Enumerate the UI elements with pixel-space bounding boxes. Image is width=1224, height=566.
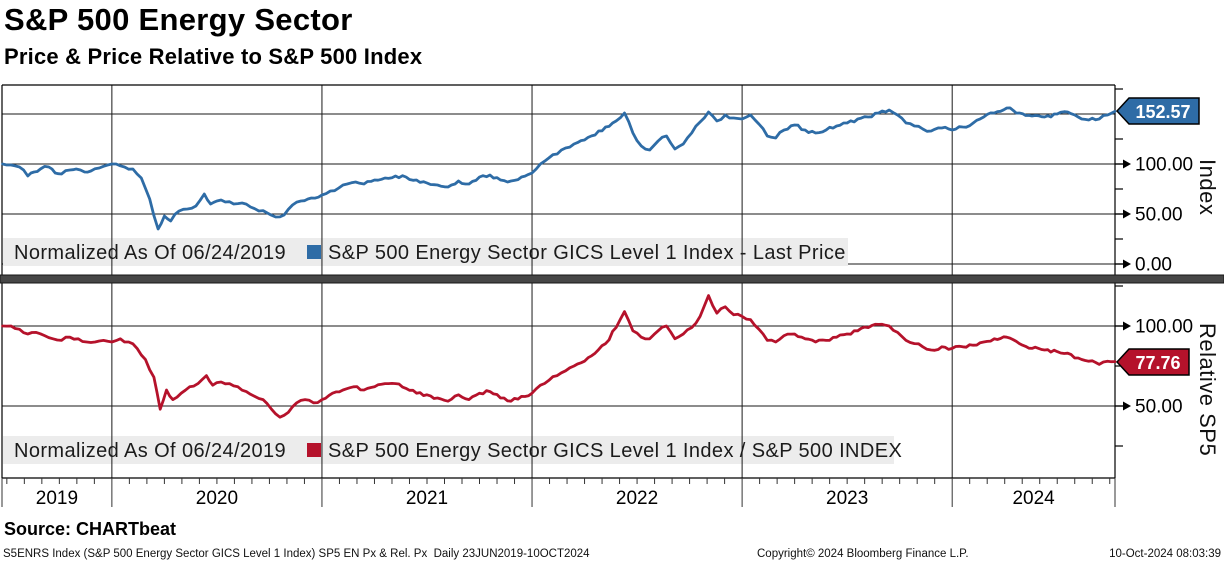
axis-title-relative-sp5: Relative SP5 <box>1195 322 1220 457</box>
year-label: 2023 <box>826 488 868 509</box>
page-title: S&P 500 Energy Sector <box>4 2 353 37</box>
legend-swatch-price <box>307 245 321 259</box>
legend-normalized-price: Normalized As Of 06/24/2019 <box>14 242 286 264</box>
legend-strip-price <box>3 238 848 266</box>
year-label: 2021 <box>406 488 448 509</box>
axis-tick-label: 50.00 <box>1135 205 1183 226</box>
tick-arrow-icon <box>1123 159 1131 169</box>
last-price-badge-relative: 77.76 <box>1115 348 1190 376</box>
tick-arrow-icon <box>1123 209 1131 219</box>
last-price-badge-price: 152.57 <box>1115 97 1200 125</box>
year-label: 2022 <box>616 488 658 509</box>
relative-series-line <box>1 294 1117 419</box>
price-badge-shape <box>1115 97 1200 125</box>
tick-arrow-icon <box>1123 259 1131 269</box>
footer-copyright: Copyright© 2024 Bloomberg Finance L.P. <box>757 548 969 560</box>
axis-tick-label: 0.00 <box>1135 255 1172 276</box>
source-label: Source: CHARTbeat <box>4 519 177 539</box>
year-label: 2024 <box>1012 488 1055 509</box>
panel-divider <box>0 274 1224 284</box>
axis-title-index: Index <box>1195 158 1220 216</box>
bottom-axis: 2019 2020 2021 2022 2023 2024 <box>1 478 1116 509</box>
legend-series-price: S&P 500 Energy Sector GICS Level 1 Index… <box>328 242 846 264</box>
footer-security-info: S5ENRS Index (S&P 500 Energy Sector GICS… <box>3 548 590 560</box>
legend-series-relative: S&P 500 Energy Sector GICS Level 1 Index… <box>328 440 902 462</box>
page-subtitle: Price & Price Relative to S&P 500 Index <box>4 44 423 69</box>
tick-arrow-icon <box>1123 321 1131 331</box>
price-series-line <box>1 106 1117 231</box>
right-axis-ticks: 100.00 50.00 0.00 100.00 50.00 <box>1115 88 1193 447</box>
chart-plot-area[interactable] <box>2 85 1115 478</box>
axis-tick-label: 50.00 <box>1135 397 1183 418</box>
axis-tick-label: 100.00 <box>1135 317 1193 338</box>
tick-arrow-icon <box>1123 401 1131 411</box>
year-label: 2020 <box>196 488 238 509</box>
relative-badge-value: 77.76 <box>1135 353 1180 373</box>
series-lines <box>1 106 1117 419</box>
relative-badge-shape <box>1115 348 1190 376</box>
price-badge-value: 152.57 <box>1135 102 1190 122</box>
legend-normalized-relative: Normalized As Of 06/24/2019 <box>14 440 286 462</box>
legend-swatch-relative <box>307 443 321 457</box>
footer-timestamp: 10-Oct-2024 08:03:39 <box>1109 548 1221 560</box>
year-label: 2019 <box>36 488 78 509</box>
horizontal-gridlines <box>2 113 1115 407</box>
axis-tick-label: 100.00 <box>1135 155 1193 176</box>
legend-strip-relative <box>3 436 894 464</box>
